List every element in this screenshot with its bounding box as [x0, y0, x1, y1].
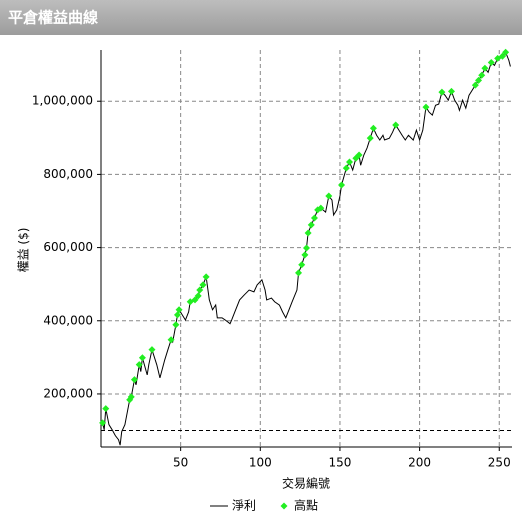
high-marker	[102, 405, 110, 413]
high-marker	[148, 346, 156, 354]
legend-label: 淨利	[232, 499, 256, 513]
x-tick-label: 200	[408, 456, 431, 470]
high-marker	[191, 296, 199, 304]
y-tick-label: 1,000,000	[32, 94, 93, 108]
high-marker	[310, 214, 318, 222]
high-marker	[301, 251, 309, 259]
high-marker	[173, 311, 181, 319]
high-marker	[338, 181, 346, 189]
high-marker	[498, 52, 506, 60]
legend-marker	[280, 502, 288, 510]
x-tick-label: 50	[173, 456, 188, 470]
high-marker	[355, 151, 363, 159]
high-marker	[194, 292, 202, 300]
y-tick-label: 600,000	[43, 240, 93, 254]
x-tick-label: 250	[488, 456, 511, 470]
high-marker	[172, 321, 180, 329]
high-marker	[175, 306, 183, 314]
y-tick-label: 400,000	[43, 313, 93, 327]
high-marker	[392, 121, 400, 129]
high-marker	[475, 76, 483, 84]
high-marker	[366, 134, 374, 142]
high-marker	[438, 88, 446, 96]
high-marker	[478, 71, 486, 79]
high-marker	[369, 124, 377, 132]
high-marker	[135, 361, 143, 369]
legend-label: 高點	[294, 498, 318, 513]
y-axis-label: 權益 ($)	[17, 228, 31, 273]
x-tick-label: 100	[249, 456, 272, 470]
high-marker	[346, 158, 354, 166]
high-marker	[298, 261, 306, 269]
x-axis-label: 交易編號	[282, 476, 330, 491]
y-tick-label: 800,000	[43, 167, 93, 181]
high-marker	[307, 221, 315, 229]
high-marker	[317, 204, 325, 212]
high-marker	[304, 229, 312, 237]
high-marker	[481, 64, 489, 72]
high-marker	[447, 87, 455, 95]
high-marker	[202, 273, 210, 281]
high-marker	[342, 164, 350, 172]
y-tick-label: 200,000	[43, 386, 93, 400]
high-marker	[167, 336, 175, 344]
high-marker	[138, 354, 146, 362]
high-marker	[295, 269, 303, 277]
high-marker	[130, 376, 138, 384]
high-marker	[127, 393, 135, 401]
high-marker	[422, 103, 430, 111]
high-marker	[487, 58, 495, 66]
high-marker	[471, 81, 479, 89]
high-marker	[196, 286, 204, 294]
high-marker	[99, 419, 107, 427]
high-marker	[199, 281, 207, 289]
high-marker	[325, 192, 333, 200]
x-tick-label: 150	[329, 456, 352, 470]
header-bar	[0, 0, 522, 35]
high-marker	[303, 244, 310, 252]
high-marker	[502, 48, 510, 56]
header-title: 平倉權益曲線	[8, 9, 98, 27]
